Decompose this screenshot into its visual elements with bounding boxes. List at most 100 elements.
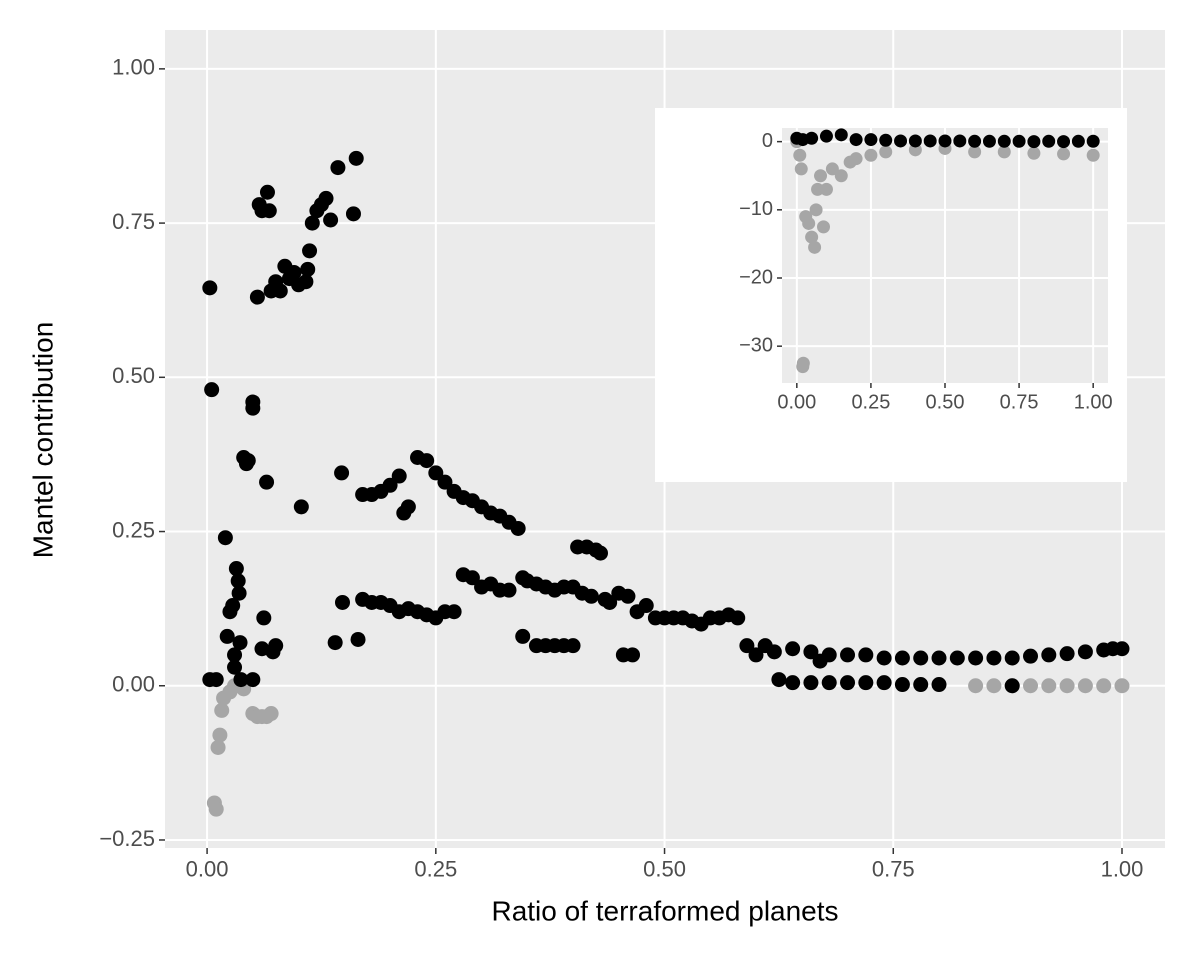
point <box>272 283 288 299</box>
point <box>739 638 755 654</box>
point <box>908 134 922 148</box>
point <box>304 215 320 231</box>
y-tick-label: −30 <box>739 334 773 356</box>
point <box>620 588 636 604</box>
point <box>334 465 350 481</box>
point <box>1027 146 1041 160</box>
point <box>849 152 863 166</box>
point <box>811 182 825 196</box>
point <box>802 216 816 230</box>
x-tick-label: 0.25 <box>851 391 890 413</box>
point <box>894 134 908 148</box>
point <box>400 499 416 515</box>
point <box>968 134 982 148</box>
x-tick-label: 0.25 <box>414 856 457 881</box>
point <box>986 678 1002 694</box>
point <box>785 641 801 657</box>
point <box>217 530 233 546</box>
point <box>1071 134 1085 148</box>
point <box>227 647 243 663</box>
point <box>1086 148 1100 162</box>
point <box>232 635 248 651</box>
point <box>864 148 878 162</box>
point <box>876 650 892 666</box>
point <box>968 145 982 159</box>
point <box>949 650 965 666</box>
point <box>858 675 874 691</box>
point <box>894 677 910 693</box>
point <box>1114 678 1130 694</box>
point <box>391 468 407 484</box>
point <box>997 134 1011 148</box>
x-tick-label: 0.75 <box>1000 391 1039 413</box>
point <box>1041 678 1057 694</box>
y-tick-label: 1.00 <box>112 55 155 80</box>
point <box>202 280 218 296</box>
point <box>437 474 453 490</box>
point <box>766 644 782 660</box>
point <box>814 169 828 183</box>
y-tick-label: 0.50 <box>112 363 155 388</box>
point <box>730 610 746 626</box>
point <box>245 400 261 416</box>
point <box>1096 678 1112 694</box>
point <box>1023 648 1039 664</box>
point <box>834 169 848 183</box>
y-axis-title: Mantel contribution <box>27 322 58 559</box>
y-tick-label: 0.75 <box>112 209 155 234</box>
point <box>913 677 929 693</box>
point <box>334 594 350 610</box>
point <box>982 134 996 148</box>
point <box>1059 646 1075 662</box>
point <box>825 162 839 176</box>
point <box>809 203 823 217</box>
y-tick-label: 0.25 <box>112 517 155 542</box>
point <box>793 148 807 162</box>
point <box>938 134 952 148</box>
point <box>794 162 808 176</box>
point <box>419 453 435 469</box>
y-tick-label: −20 <box>739 266 773 288</box>
point <box>1057 147 1071 161</box>
point <box>219 628 235 644</box>
y-tick-label: 0 <box>762 130 773 152</box>
point <box>1086 134 1100 148</box>
point <box>625 647 641 663</box>
point <box>816 220 830 234</box>
point <box>876 675 892 691</box>
point <box>858 647 874 663</box>
y-tick-label: 0.00 <box>112 672 155 697</box>
point <box>318 190 334 206</box>
point <box>323 212 339 228</box>
x-tick-label: 0.50 <box>926 391 965 413</box>
point <box>231 585 247 601</box>
point <box>583 588 599 604</box>
x-tick-label: 0.00 <box>777 391 816 413</box>
point <box>796 356 810 370</box>
x-tick-label: 0.50 <box>643 856 686 881</box>
point <box>1004 650 1020 666</box>
point <box>245 672 261 688</box>
point <box>227 659 243 675</box>
point <box>805 131 819 145</box>
point <box>327 635 343 651</box>
point <box>1027 135 1041 149</box>
point <box>997 145 1011 159</box>
point <box>785 675 801 691</box>
point <box>840 675 856 691</box>
point <box>968 650 984 666</box>
point <box>1012 134 1026 148</box>
point <box>953 134 967 148</box>
point <box>515 628 531 644</box>
point <box>923 134 937 148</box>
point <box>1114 641 1130 657</box>
point <box>345 206 361 222</box>
point <box>249 289 265 305</box>
point <box>510 520 526 536</box>
point <box>300 261 316 277</box>
point <box>1059 678 1075 694</box>
point <box>819 129 833 143</box>
point <box>268 638 284 654</box>
point <box>638 598 654 614</box>
